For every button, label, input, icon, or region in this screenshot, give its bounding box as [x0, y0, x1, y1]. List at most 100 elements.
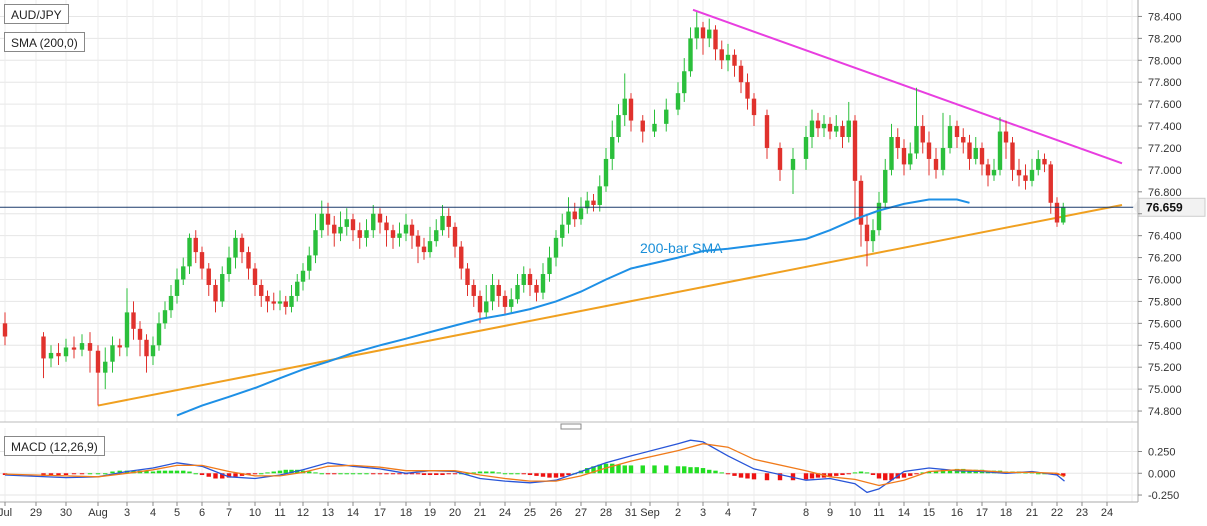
macd-histogram-bar — [876, 473, 882, 479]
x-tick-label: 3 — [124, 507, 130, 519]
candle-body — [603, 158, 609, 187]
symbol-label[interactable]: AUD/JPY — [4, 4, 69, 24]
macd-histogram-bar — [117, 470, 122, 474]
y-tick-label: 77.800 — [1148, 77, 1182, 89]
macd-histogram-bar — [174, 470, 180, 474]
signal-line — [4, 443, 1065, 487]
panel-resize-grip — [560, 423, 582, 430]
trendlines — [97, 8, 1123, 407]
candle-body — [527, 274, 533, 285]
macd-histogram-bar — [675, 466, 681, 474]
candle-body — [446, 215, 451, 227]
x-tick-label: 14 — [898, 507, 910, 519]
macd-histogram-bar — [652, 465, 657, 474]
candle-body — [397, 233, 402, 238]
x-tick-label: Aug — [88, 507, 108, 519]
candle-body — [206, 268, 211, 285]
macd-label[interactable]: MACD (12,26,9) — [4, 436, 105, 456]
macd-histogram-bar — [226, 473, 232, 478]
x-tick-label: 3 — [700, 507, 706, 519]
candle-body — [640, 120, 645, 132]
macd-histogram-bar — [1036, 473, 1041, 475]
sma-annotation: 200-bar SMA — [640, 240, 723, 256]
sma-200-line — [176, 198, 970, 417]
macd-histogram-bar — [777, 473, 783, 481]
macd-histogram-bar — [364, 473, 369, 475]
candle-body — [738, 65, 744, 83]
macd-histogram-bar — [719, 472, 724, 474]
sma-label[interactable]: SMA (200,0) — [4, 32, 85, 52]
y-tick-label: 77.400 — [1148, 121, 1182, 133]
macd-histogram-bar — [95, 473, 101, 475]
macd-histogram-bar — [490, 471, 495, 474]
candle-body — [137, 328, 143, 340]
macd-histogram-bar — [547, 473, 552, 478]
x-tick-label: 8 — [803, 507, 809, 519]
macd-histogram-bar — [682, 466, 687, 474]
y-tick-label: 77.600 — [1148, 99, 1182, 111]
candle-body — [307, 255, 312, 271]
y-tick-label: 78.200 — [1148, 33, 1182, 45]
candle-body — [409, 224, 415, 236]
y-tick-label: 77.000 — [1148, 165, 1182, 177]
candle-body — [809, 120, 815, 138]
macd-histogram-bar — [289, 469, 294, 474]
candle-body — [319, 213, 324, 231]
macd-histogram-bar — [864, 472, 870, 474]
x-tick-label: 10 — [849, 507, 861, 519]
candle-body — [150, 345, 156, 357]
x-tick-label: 10 — [249, 507, 261, 519]
candle-body — [259, 284, 264, 296]
candle-body — [732, 54, 737, 66]
x-tick-label: Jul — [0, 507, 12, 519]
x-tick-label: 7 — [751, 507, 757, 519]
macd-histogram-bar — [534, 473, 539, 476]
macd-histogram-bar — [199, 473, 205, 476]
macd-histogram-bar — [745, 473, 750, 479]
support-trendline — [97, 203, 1123, 407]
x-tick-label: 23 — [1076, 507, 1088, 519]
macd-histogram-bar — [664, 465, 669, 474]
macd-histogram-bar — [688, 467, 693, 474]
macd-y-tick-label: 0.250 — [1148, 447, 1176, 459]
y-tick-label: 76.000 — [1148, 275, 1182, 287]
x-tick-label: 26 — [550, 507, 562, 519]
x-tick-label: 20 — [449, 507, 461, 519]
candle-body — [344, 219, 349, 227]
macd-histogram-bar — [920, 472, 925, 474]
candle-body — [870, 230, 876, 242]
candle-body — [252, 268, 258, 285]
macd-histogram-bar — [307, 471, 312, 474]
candle-body — [233, 237, 238, 258]
macd-histogram-bar — [239, 473, 245, 476]
candle-body — [71, 347, 77, 350]
candle-body — [1016, 169, 1022, 176]
macd-histogram-bar — [725, 473, 731, 475]
candle-body — [117, 345, 122, 348]
macd-histogram-bar — [265, 472, 270, 474]
candle-body — [338, 226, 343, 234]
candle-body — [745, 82, 750, 99]
candle-body — [979, 147, 985, 165]
candle-body — [465, 268, 470, 285]
candle-body — [1048, 164, 1053, 203]
macd-histogram-bar — [371, 473, 376, 475]
candle-body — [277, 301, 283, 304]
candle-body — [675, 93, 681, 110]
candle-body — [509, 299, 514, 307]
macd-histogram-bar — [591, 466, 596, 474]
macd-histogram-bar — [509, 473, 514, 475]
macd-histogram-bar — [933, 470, 939, 474]
candle-body — [521, 274, 526, 285]
candle-body — [933, 158, 939, 170]
macd-histogram-bar — [540, 473, 546, 477]
candle-body — [162, 310, 168, 324]
macd-histogram-bar — [325, 473, 331, 475]
macd-histogram-bar — [213, 473, 218, 479]
macd-histogram-bar — [415, 473, 421, 475]
y-tick-label: 75.000 — [1148, 384, 1182, 396]
candle-body — [283, 301, 288, 307]
macd-histogram-bar — [889, 473, 894, 481]
macd-histogram-bar — [41, 473, 46, 476]
candle-body — [144, 339, 149, 357]
